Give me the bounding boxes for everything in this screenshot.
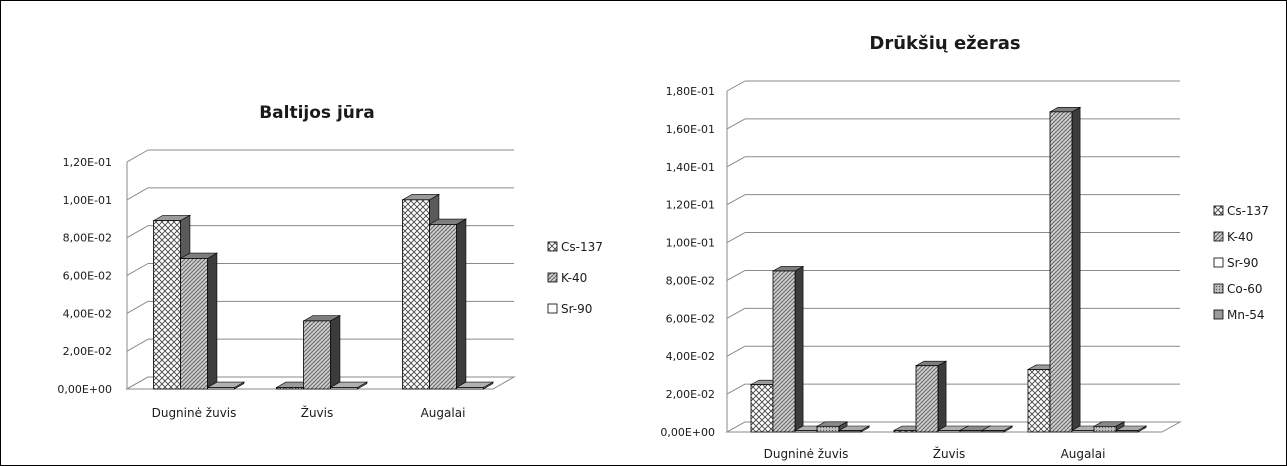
y-tick-label: 0,00E+00	[57, 383, 112, 396]
legend-label: Cs-137	[561, 240, 603, 254]
legend-item: Cs-137	[1213, 204, 1269, 218]
gridline-wall	[726, 80, 746, 92]
legend-label: K-40	[561, 271, 587, 285]
y-tick-label: 1,00E-01	[63, 194, 112, 207]
legend-item: Sr-90	[1213, 256, 1258, 270]
legend-swatch	[547, 241, 558, 252]
bar-sr-90	[455, 381, 495, 390]
y-tick-label: 4,00E-02	[63, 307, 112, 320]
chart-title: Baltijos jūra	[259, 103, 375, 123]
y-tick-label: 0,00E+00	[660, 426, 715, 439]
gridline-wall	[126, 225, 149, 239]
bar-k-40	[179, 252, 219, 390]
gridline-wall	[726, 383, 746, 395]
chart-title: Drūkšių ežeras	[869, 33, 1020, 54]
chart-legend: Cs-137 K-40 Sr-90 Co-60 Mn-54	[1213, 204, 1269, 322]
bar-k-40	[914, 360, 948, 433]
y-tick-label: 8,00E-02	[63, 232, 112, 245]
legend-swatch	[1213, 283, 1224, 294]
legend-swatch	[1213, 205, 1224, 216]
bar-k-40	[302, 314, 342, 390]
gridline-wall	[726, 118, 746, 130]
gridline-wall	[126, 149, 149, 163]
legend-swatch	[1213, 309, 1224, 320]
y-tick-label: 1,40E-01	[666, 161, 715, 174]
legend-item: K-40	[547, 271, 587, 285]
gridline-wall	[126, 263, 149, 276]
legend-swatch	[547, 272, 558, 283]
legend-swatch	[1213, 257, 1224, 268]
y-tick-label: 1,00E-01	[666, 237, 715, 250]
chart-legend: Cs-137 K-40 Sr-90	[547, 240, 603, 316]
gridline-wall	[726, 307, 746, 319]
bar-k-40	[428, 218, 468, 390]
y-tick-label: 6,00E-02	[666, 312, 715, 325]
y-tick-label: 1,20E-01	[666, 199, 715, 212]
x-tick-label: Žuvis	[301, 405, 334, 420]
y-tick-label: 1,80E-01	[666, 85, 715, 98]
bar-k-40	[1048, 106, 1082, 433]
gridline-wall	[126, 187, 149, 201]
x-tick-label: Augalai	[421, 406, 466, 420]
bar-sr-90	[206, 381, 246, 390]
y-tick-label: 2,00E-02	[666, 388, 715, 401]
bar-mn-54	[980, 425, 1014, 433]
gridline-wall	[726, 194, 746, 206]
y-tick-label: 4,00E-02	[666, 350, 715, 363]
legend-item: Co-60	[1213, 282, 1263, 296]
legend-item: Mn-54	[1213, 308, 1265, 322]
y-tick-label: 8,00E-02	[666, 274, 715, 287]
legend-label: K-40	[1227, 230, 1253, 244]
legend-item: Cs-137	[547, 240, 603, 254]
bar-k-40	[771, 265, 805, 433]
legend-item: Sr-90	[547, 302, 592, 316]
y-tick-label: 6,00E-02	[63, 270, 112, 283]
bar-sr-90	[329, 381, 369, 390]
legend-label: Sr-90	[1227, 256, 1258, 270]
x-tick-label: Dugninė žuvis	[764, 447, 849, 461]
gridline-wall	[726, 156, 746, 168]
chart-1: Baltijos jūra 0,00E+00 2,00E-02 4,00E-02 6,0…	[57, 103, 603, 420]
y-tick-label: 2,00E-02	[63, 345, 112, 358]
legend-label: Cs-137	[1227, 204, 1269, 218]
legend-swatch	[1213, 231, 1224, 242]
bar-mn-54	[837, 425, 871, 433]
gridline-wall	[726, 270, 746, 281]
legend-swatch	[547, 303, 558, 314]
chart-2: Drūkšių ežeras 0,00E+00 2,00E-02 4,00E-02 6,…	[660, 33, 1269, 461]
y-tick-label: 1,60E-01	[666, 123, 715, 136]
x-tick-label: Dugninė žuvis	[152, 406, 237, 420]
gridline-wall	[126, 300, 149, 314]
legend-item: K-40	[1213, 230, 1253, 244]
legend-label: Sr-90	[561, 302, 592, 316]
legend-label: Co-60	[1227, 282, 1263, 296]
gridline-wall	[726, 345, 746, 357]
bar-mn-54	[1114, 425, 1148, 433]
x-tick-label: Žuvis	[933, 446, 966, 461]
gridline-wall	[126, 338, 149, 352]
legend-label: Mn-54	[1227, 308, 1265, 322]
x-tick-label: Augalai	[1061, 447, 1106, 461]
gridline-wall	[726, 232, 746, 243]
y-tick-label: 1,20E-01	[63, 156, 112, 169]
charts-root: Baltijos jūra 0,00E+00 2,00E-02 4,00E-02 6,0…	[57, 33, 1269, 461]
